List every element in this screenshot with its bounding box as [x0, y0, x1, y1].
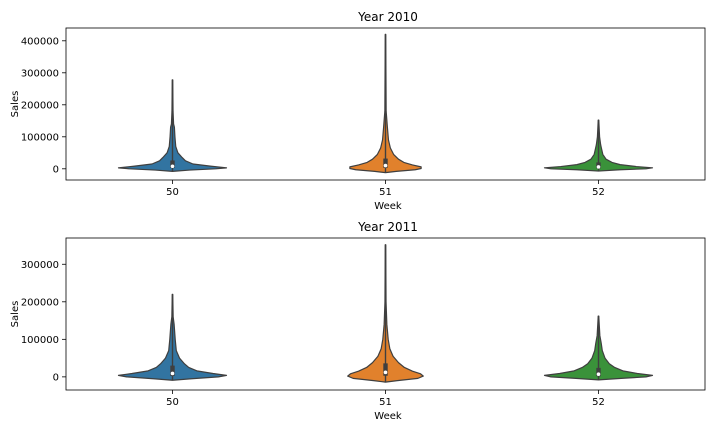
violin-median [170, 371, 175, 376]
plot-area: 0 100000 200000 300000 50 51 52 [21, 237, 706, 408]
y-tick-label: 100000 [21, 335, 59, 346]
axes-year-2010: Year 2010 Week Sales 0 100000 200000 300000… [10, 10, 706, 212]
y-axis-label: Sales [10, 301, 21, 328]
violin-iqr-box [383, 158, 388, 168]
y-tick-label: 400000 [21, 36, 59, 47]
plot-area: 0 100000 200000 300000 400000 50 51 52 [21, 27, 706, 198]
violin-median [170, 164, 175, 169]
x-tick-label: 51 [379, 397, 392, 408]
violin-51 [347, 244, 424, 383]
violin-iqr-box [383, 363, 388, 376]
violin-iqr-box [170, 160, 175, 168]
y-axis-label: Sales [10, 91, 21, 118]
x-tick-label: 52 [592, 187, 605, 198]
y-tick-label: 0 [53, 164, 59, 175]
x-axis-label: Week [374, 201, 402, 212]
violin-iqr-box [170, 365, 175, 376]
x-axis-label: Week [374, 411, 402, 422]
x-tick-label: 51 [379, 187, 392, 198]
y-tick-label: 200000 [21, 297, 59, 308]
chart-title: Year 2011 [357, 220, 418, 234]
violin-median [596, 165, 601, 169]
chart-title: Year 2010 [357, 10, 418, 24]
violin-median [383, 163, 388, 168]
violin-51 [349, 33, 422, 174]
violin-50 [117, 293, 228, 381]
violin-iqr-box [596, 367, 601, 377]
violin-50 [117, 79, 228, 172]
x-tick-label: 50 [166, 187, 179, 198]
violin-median [383, 370, 388, 375]
violin-median [596, 372, 601, 377]
y-tick-label: 200000 [21, 100, 59, 111]
axes-year-2011: Year 2011 Week Sales 0 100000 200000 300000… [10, 220, 706, 422]
y-tick-label: 0 [53, 372, 59, 383]
violin-52 [543, 119, 654, 172]
x-tick-label: 50 [166, 397, 179, 408]
violin-52 [543, 315, 654, 381]
y-tick-label: 100000 [21, 132, 59, 143]
x-tick-label: 52 [592, 397, 605, 408]
y-tick-label: 300000 [21, 260, 59, 271]
y-tick-label: 300000 [21, 68, 59, 79]
